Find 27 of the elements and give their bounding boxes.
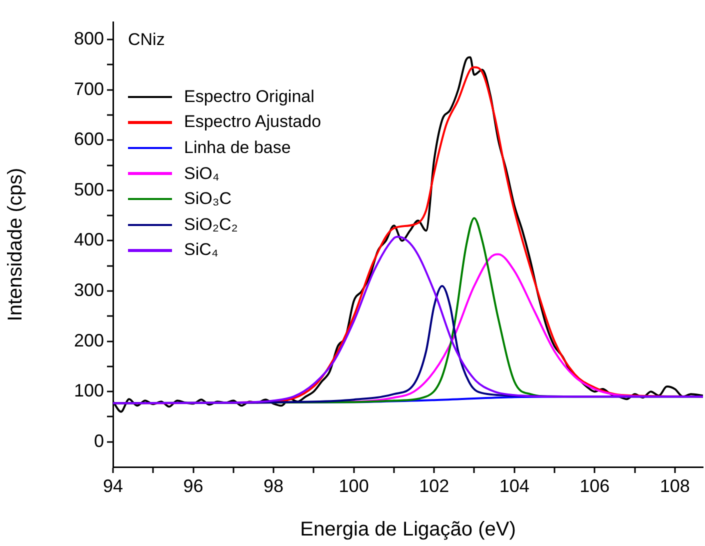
x-tick-label: 96 xyxy=(183,476,204,496)
x-axis-title: Energia de Ligação (eV) xyxy=(300,518,516,541)
y-tick-label: 700 xyxy=(74,78,104,99)
legend-label: SiO₂C₂ xyxy=(184,214,238,235)
x-tick-label: 94 xyxy=(102,476,124,496)
x-tick-label: 100 xyxy=(338,476,369,496)
y-tick-label: 600 xyxy=(74,129,104,150)
y-tick-label: 0 xyxy=(94,430,104,451)
legend-label: Espectro Ajustado xyxy=(184,112,322,132)
legend-label: Espectro Original xyxy=(184,86,314,107)
x-tick-label: 108 xyxy=(660,476,690,496)
y-tick-label: 100 xyxy=(74,380,104,401)
legend-label: Linha de base xyxy=(184,138,291,158)
annotation: CNiz xyxy=(128,30,165,50)
y-axis-title: Intensidade (cps) xyxy=(4,168,27,322)
x-tick-label: 98 xyxy=(264,476,284,496)
y-tick-label: 400 xyxy=(74,230,104,250)
legend-label: SiC₄ xyxy=(184,240,218,260)
x-tick-label: 104 xyxy=(499,476,530,496)
y-tick-label: 200 xyxy=(74,330,104,350)
y-tick-label: 300 xyxy=(74,280,104,300)
y-tick-label: 500 xyxy=(74,179,104,200)
x-tick-label: 102 xyxy=(419,476,450,496)
x-tick-label: 106 xyxy=(580,476,610,496)
y-tick-label: 800 xyxy=(74,28,104,49)
legend-label: SiO₄ xyxy=(184,164,220,184)
legend-label: SiO₃C xyxy=(184,189,232,210)
